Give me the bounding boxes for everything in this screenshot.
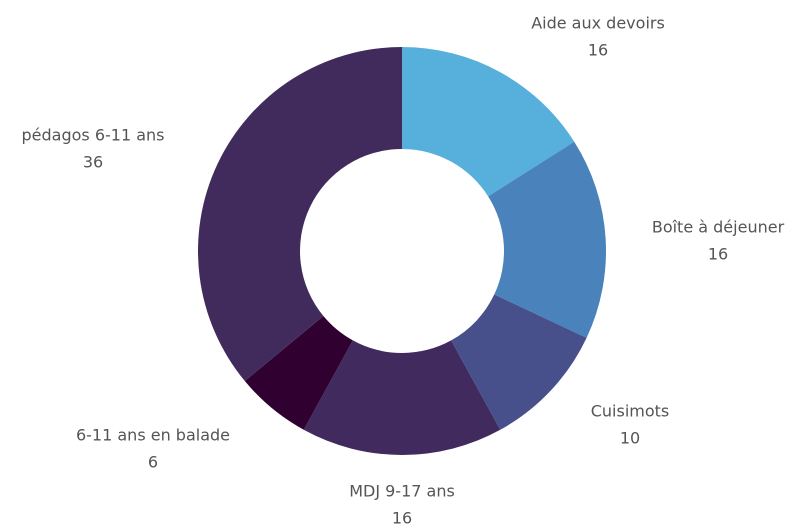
slice-value: 10 xyxy=(620,429,640,448)
donut-slice xyxy=(198,47,402,382)
donut-slice xyxy=(488,141,606,338)
slice-value: 16 xyxy=(708,245,728,264)
slice-label: 6-11 ans en balade xyxy=(76,426,230,445)
slice-label: MDJ 9-17 ans xyxy=(349,482,455,501)
slice-value: 16 xyxy=(392,509,412,526)
slice-label: pédagos 6-11 ans xyxy=(21,126,164,145)
donut-slice xyxy=(244,316,353,430)
slice-label: Aide aux devoirs xyxy=(531,14,665,33)
slice-label: Cuisimots xyxy=(591,402,670,421)
slice-value: 36 xyxy=(83,153,103,172)
donut-slice xyxy=(451,294,587,430)
donut-slice xyxy=(402,47,575,197)
donut-slice xyxy=(303,340,501,455)
slice-value: 6 xyxy=(148,453,158,472)
slice-value: 16 xyxy=(588,41,608,60)
slice-label: Boîte à déjeuner xyxy=(652,218,785,237)
